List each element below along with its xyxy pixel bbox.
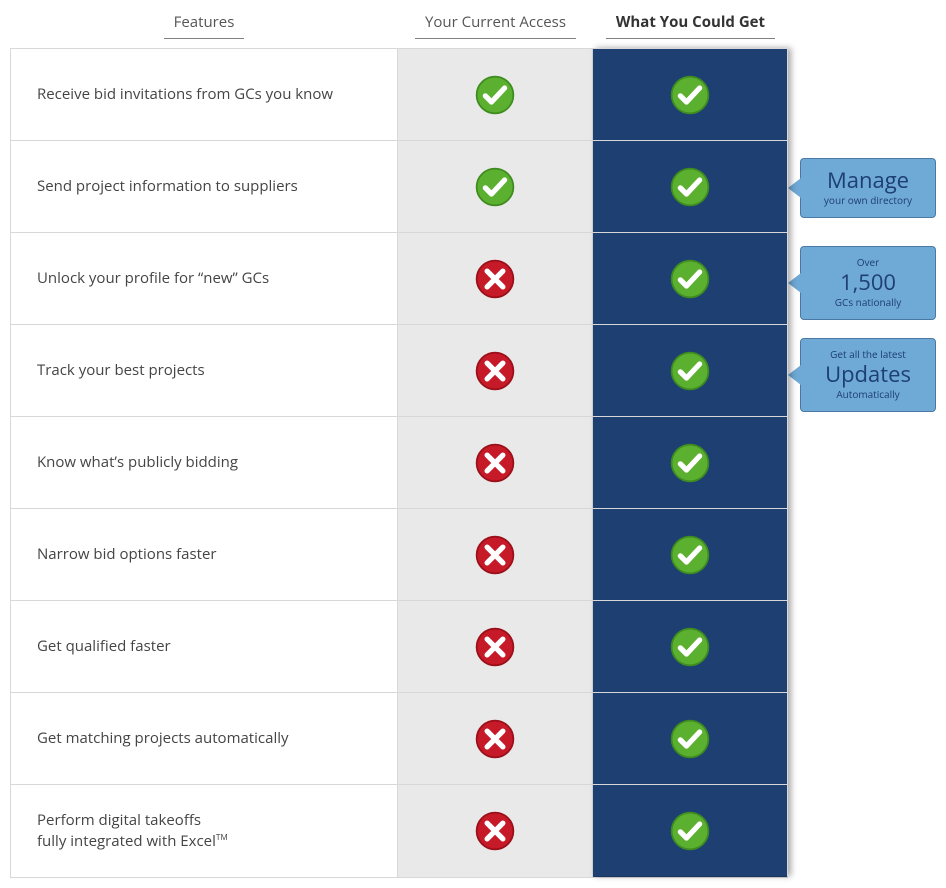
table-body: Receive bid invitations from GCs you kno…: [10, 48, 788, 878]
table-row: Get matching projects automatically: [11, 693, 787, 785]
cross-icon: [474, 258, 516, 300]
current-cell: [398, 785, 592, 877]
table-row: Narrow bid options faster: [11, 509, 787, 601]
feature-cell: Track your best projects: [11, 325, 398, 416]
check-icon: [669, 74, 711, 116]
callout-bottomline: GCs nationally: [807, 295, 929, 309]
could-cell: [593, 417, 787, 508]
cross-icon: [474, 442, 516, 484]
header-features: Features: [164, 12, 245, 39]
check-icon: [669, 810, 711, 852]
check-icon: [474, 166, 516, 208]
feature-cell: Get qualified faster: [11, 601, 398, 692]
current-cell: [398, 693, 592, 784]
check-icon: [669, 626, 711, 668]
check-icon: [669, 166, 711, 208]
check-icon: [474, 74, 516, 116]
feature-cell: Unlock your profile for “new” GCs: [11, 233, 398, 324]
cross-icon: [474, 718, 516, 760]
table-row: Track your best projects: [11, 325, 787, 417]
feature-cell: Narrow bid options faster: [11, 509, 398, 600]
current-cell: [398, 141, 592, 232]
table-row: Send project information to suppliers: [11, 141, 787, 233]
current-cell: [398, 325, 592, 416]
could-cell: [593, 49, 787, 140]
cross-icon: [474, 810, 516, 852]
current-cell: [398, 509, 592, 600]
could-cell: [593, 509, 787, 600]
cross-icon: [474, 626, 516, 668]
table-row: Know what’s publicly bidding: [11, 417, 787, 509]
feature-cell: Receive bid invitations from GCs you kno…: [11, 49, 398, 140]
current-cell: [398, 601, 592, 692]
current-cell: [398, 49, 592, 140]
could-cell: [593, 693, 787, 784]
callout-big: Updates: [807, 363, 929, 385]
callout: Get all the latestUpdatesAutomatically: [800, 338, 936, 412]
check-icon: [669, 350, 711, 392]
check-icon: [669, 258, 711, 300]
check-icon: [669, 718, 711, 760]
could-cell: [593, 325, 787, 416]
table-row: Perform digital takeoffsfully integrated…: [11, 785, 787, 877]
header-row: Features Your Current Access What You Co…: [10, 0, 788, 48]
current-cell: [398, 233, 592, 324]
header-could: What You Could Get: [606, 12, 775, 39]
callout-big: Manage: [807, 169, 929, 191]
table-row: Get qualified faster: [11, 601, 787, 693]
cross-icon: [474, 350, 516, 392]
table-row: Receive bid invitations from GCs you kno…: [11, 49, 787, 141]
feature-cell: Send project information to suppliers: [11, 141, 398, 232]
feature-cell: Perform digital takeoffsfully integrated…: [11, 785, 398, 877]
cross-icon: [474, 534, 516, 576]
callout: Over1,500GCs nationally: [800, 246, 936, 320]
could-cell: [593, 141, 787, 232]
could-cell: [593, 233, 787, 324]
check-icon: [669, 442, 711, 484]
header-current: Your Current Access: [415, 12, 576, 39]
feature-cell: Get matching projects automatically: [11, 693, 398, 784]
callout: Manage your own directory: [800, 158, 936, 218]
callout-bottomline: Automatically: [807, 387, 929, 401]
could-cell: [593, 785, 787, 877]
comparison-table: Features Your Current Access What You Co…: [10, 0, 788, 878]
table-row: Unlock your profile for “new” GCs: [11, 233, 787, 325]
callout-bottomline: your own directory: [807, 193, 929, 207]
could-cell: [593, 601, 787, 692]
callout-big: 1,500: [807, 271, 929, 293]
feature-cell: Know what’s publicly bidding: [11, 417, 398, 508]
current-cell: [398, 417, 592, 508]
check-icon: [669, 534, 711, 576]
